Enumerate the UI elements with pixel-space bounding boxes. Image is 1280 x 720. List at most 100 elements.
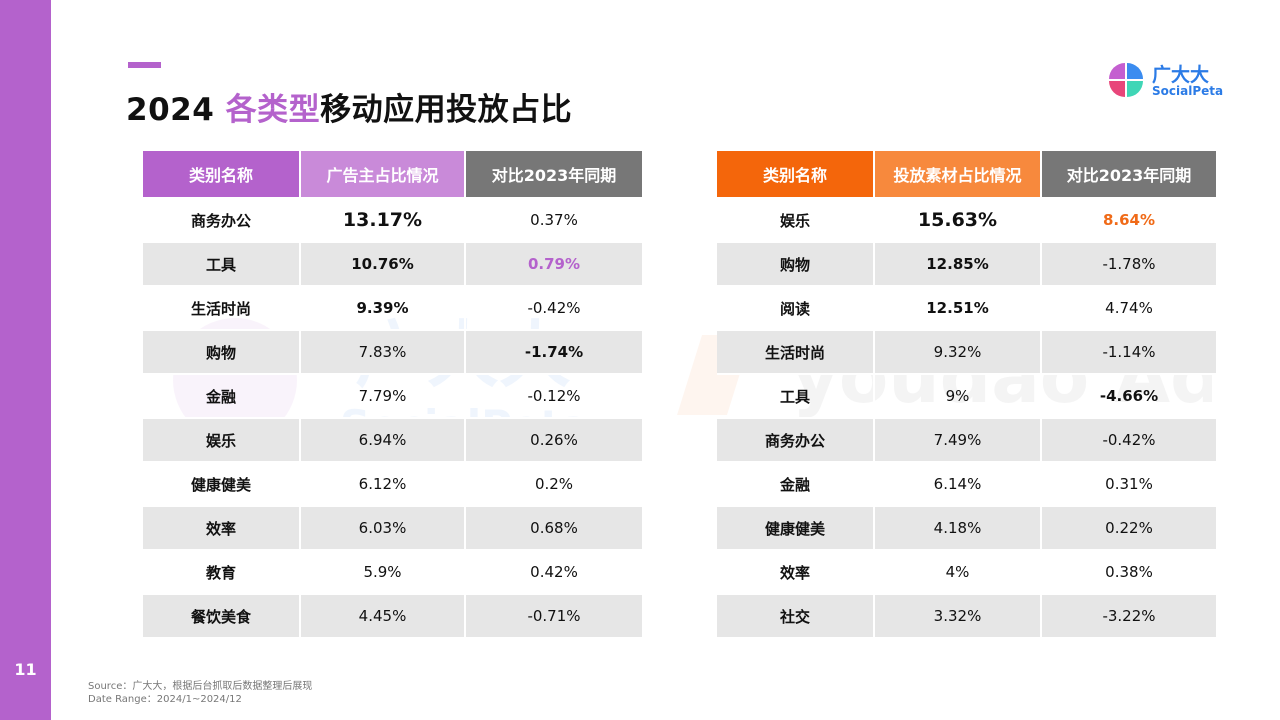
share-cell: 4.18% <box>874 505 1042 550</box>
yoy-cell: 4.74% <box>1041 285 1218 330</box>
yoy-cell: -1.14% <box>1041 329 1218 374</box>
yoy-cell: -3.22% <box>1041 593 1218 637</box>
share-cell: 4.45% <box>300 593 466 637</box>
table-header-row: 类别名称 投放素材占比情况 对比2023年同期 <box>717 151 1218 198</box>
yoy-cell: -1.78% <box>1041 241 1218 286</box>
table-row: 购物 7.83% -1.74% <box>143 329 644 374</box>
header-category: 类别名称 <box>717 151 875 198</box>
yoy-cell: 0.68% <box>465 505 644 550</box>
category-cell: 工具 <box>143 241 301 286</box>
socialpeta-logo-icon <box>1109 63 1143 97</box>
yoy-cell: -0.42% <box>465 285 644 330</box>
category-cell: 生活时尚 <box>717 329 875 374</box>
table-row: 健康健美 4.18% 0.22% <box>717 505 1218 550</box>
category-cell: 娱乐 <box>717 197 875 242</box>
table-row: 社交 3.32% -3.22% <box>717 593 1218 637</box>
share-cell: 6.14% <box>874 461 1042 506</box>
table-row: 生活时尚 9.32% -1.14% <box>717 329 1218 374</box>
share-cell: 6.94% <box>300 417 466 462</box>
page-number: 11 <box>14 660 37 679</box>
yoy-cell: 0.31% <box>1041 461 1218 506</box>
header-yoy-2023: 对比2023年同期 <box>1041 151 1218 198</box>
title-rest: 移动应用投放占比 <box>320 92 573 128</box>
table-row: 效率 4% 0.38% <box>717 549 1218 594</box>
header-advertiser-share: 广告主占比情况 <box>300 151 466 198</box>
category-cell: 效率 <box>717 549 875 594</box>
title-highlight: 各类型 <box>225 92 321 128</box>
table-row: 商务办公 7.49% -0.42% <box>717 417 1218 462</box>
table-row: 工具 10.76% 0.79% <box>143 241 644 286</box>
category-cell: 阅读 <box>717 285 875 330</box>
creative-share-table: 类别名称 投放素材占比情况 对比2023年同期 娱乐 15.63% 8.64% … <box>717 151 1218 637</box>
share-cell: 6.12% <box>300 461 466 506</box>
yoy-cell: -0.71% <box>465 593 644 637</box>
yoy-cell: 0.26% <box>465 417 644 462</box>
table-row: 生活时尚 9.39% -0.42% <box>143 285 644 330</box>
category-cell: 社交 <box>717 593 875 637</box>
share-cell: 7.49% <box>874 417 1042 462</box>
category-cell: 餐饮美食 <box>143 593 301 637</box>
yoy-cell: -1.74% <box>465 329 644 374</box>
yoy-cell: -0.12% <box>465 373 644 418</box>
yoy-cell: 0.2% <box>465 461 644 506</box>
table-row: 教育 5.9% 0.42% <box>143 549 644 594</box>
header-category: 类别名称 <box>143 151 301 198</box>
yoy-cell: -4.66% <box>1041 373 1218 418</box>
share-cell: 6.03% <box>300 505 466 550</box>
table-row: 效率 6.03% 0.68% <box>143 505 644 550</box>
category-cell: 教育 <box>143 549 301 594</box>
table-row: 购物 12.85% -1.78% <box>717 241 1218 286</box>
share-cell: 10.76% <box>300 241 466 286</box>
share-cell: 3.32% <box>874 593 1042 637</box>
category-cell: 健康健美 <box>143 461 301 506</box>
category-cell: 效率 <box>143 505 301 550</box>
yoy-cell: 0.22% <box>1041 505 1218 550</box>
table-row: 阅读 12.51% 4.74% <box>717 285 1218 330</box>
share-cell: 9.39% <box>300 285 466 330</box>
category-cell: 工具 <box>717 373 875 418</box>
category-cell: 商务办公 <box>717 417 875 462</box>
share-cell: 7.79% <box>300 373 466 418</box>
table-row: 金融 6.14% 0.31% <box>717 461 1218 506</box>
left-sidebar-band <box>0 0 51 720</box>
share-cell: 13.17% <box>300 197 466 242</box>
share-cell: 12.85% <box>874 241 1042 286</box>
yoy-cell: 8.64% <box>1041 197 1218 242</box>
share-cell: 9.32% <box>874 329 1042 374</box>
yoy-cell: -0.42% <box>1041 417 1218 462</box>
table-header-row: 类别名称 广告主占比情况 对比2023年同期 <box>143 151 644 198</box>
table-row: 娱乐 15.63% 8.64% <box>717 197 1218 242</box>
category-cell: 金融 <box>717 461 875 506</box>
advertiser-share-table: 类别名称 广告主占比情况 对比2023年同期 商务办公 13.17% 0.37%… <box>143 151 644 637</box>
socialpeta-logo: 广大大 SocialPeta <box>1108 60 1223 100</box>
table-row: 金融 7.79% -0.12% <box>143 373 644 418</box>
category-cell: 健康健美 <box>717 505 875 550</box>
page-title: 2024 各类型移动应用投放占比 <box>126 84 572 129</box>
category-cell: 购物 <box>143 329 301 374</box>
table-row: 餐饮美食 4.45% -0.71% <box>143 593 644 637</box>
share-cell: 9% <box>874 373 1042 418</box>
table-row: 工具 9% -4.66% <box>717 373 1218 418</box>
category-cell: 商务办公 <box>143 197 301 242</box>
logo-chinese-text: 广大大 <box>1152 64 1210 86</box>
yoy-cell: 0.38% <box>1041 549 1218 594</box>
yoy-cell: 0.79% <box>465 241 644 286</box>
share-cell: 15.63% <box>874 197 1042 242</box>
category-cell: 金融 <box>143 373 301 418</box>
category-cell: 生活时尚 <box>143 285 301 330</box>
share-cell: 4% <box>874 549 1042 594</box>
date-range-note: Date Range：2024/1~2024/12 <box>88 694 242 705</box>
source-note: Source：广大大，根据后台抓取后数据整理后展现 <box>88 681 313 692</box>
title-accent-bar <box>128 62 161 68</box>
category-cell: 购物 <box>717 241 875 286</box>
title-year: 2024 <box>126 92 226 128</box>
footer-notes: Source：广大大，根据后台抓取后数据整理后展现 Date Range：202… <box>88 680 312 706</box>
share-cell: 7.83% <box>300 329 466 374</box>
logo-english-text: SocialPeta <box>1152 84 1224 98</box>
yoy-cell: 0.37% <box>465 197 644 242</box>
header-yoy-2023: 对比2023年同期 <box>465 151 644 198</box>
share-cell: 5.9% <box>300 549 466 594</box>
share-cell: 12.51% <box>874 285 1042 330</box>
header-creative-share: 投放素材占比情况 <box>874 151 1042 198</box>
table-row: 娱乐 6.94% 0.26% <box>143 417 644 462</box>
